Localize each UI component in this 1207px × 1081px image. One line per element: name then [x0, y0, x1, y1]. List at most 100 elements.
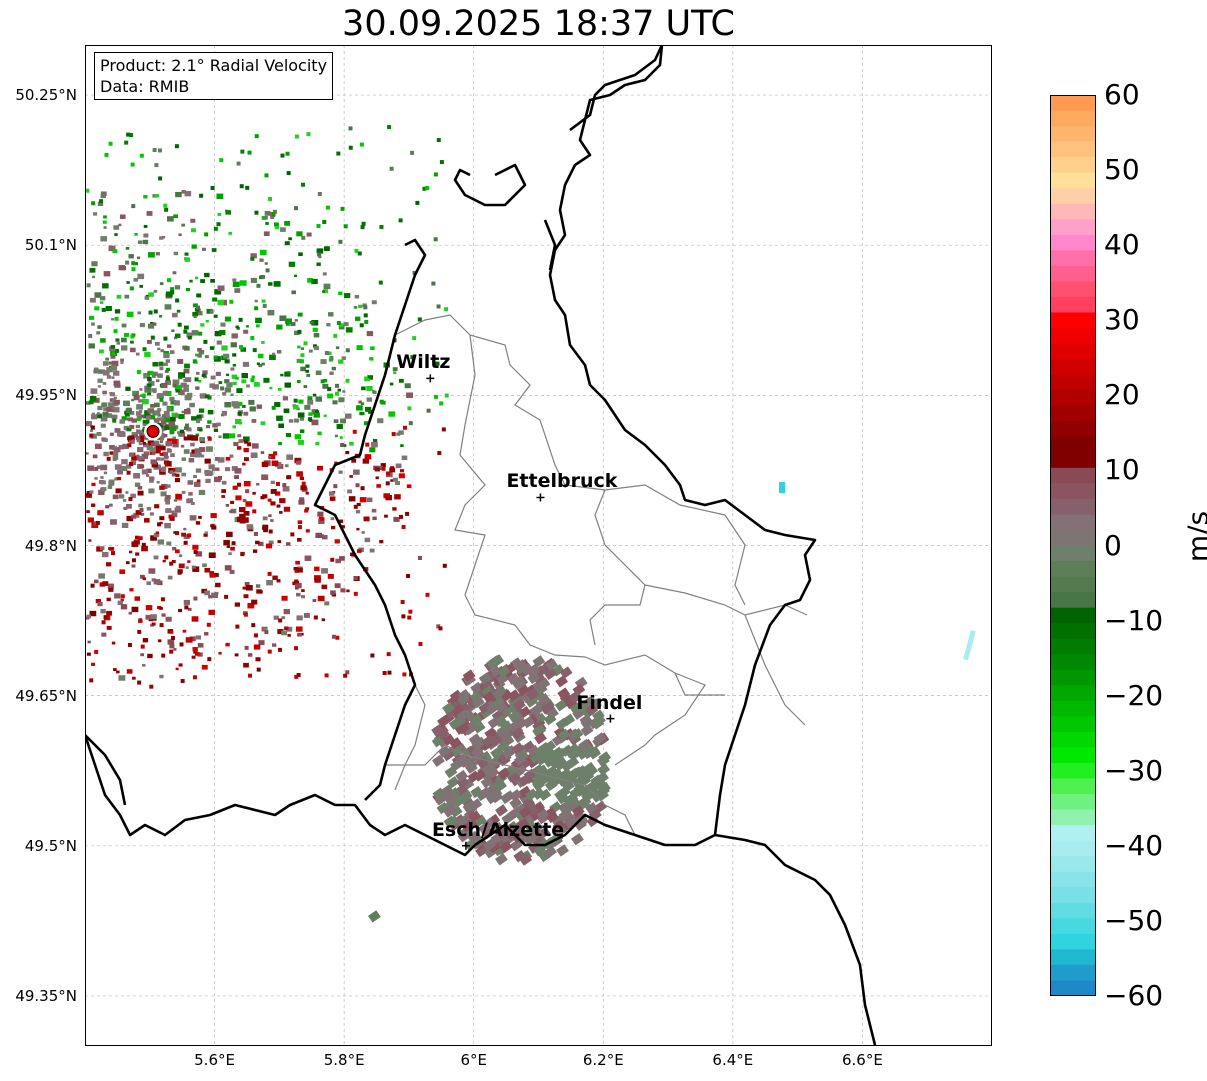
radar-site-dot: [146, 424, 160, 438]
echo-pixel: [125, 464, 132, 469]
echo-pixel: [343, 673, 348, 678]
echo-pixel: [169, 430, 174, 435]
echo-pixel: [94, 306, 100, 311]
colorbar-tick-label: −10: [1104, 603, 1164, 637]
echo-pixel: [208, 609, 215, 615]
echo-pixel: [118, 675, 126, 681]
echo-pixel: [390, 479, 394, 482]
echo-pixel: [181, 457, 187, 461]
echo-pixel: [225, 467, 231, 472]
echo-pixel: [279, 498, 286, 504]
echo-pixel: [408, 609, 413, 614]
echo-pixel: [167, 216, 174, 222]
echo-pixel: [333, 419, 339, 424]
echo-pixel: [242, 405, 246, 408]
echo-pixel: [349, 441, 354, 446]
echo-pixel: [442, 733, 456, 746]
echo-pixel: [120, 358, 124, 362]
echo-pixel: [142, 347, 147, 352]
echo-pixel: [425, 592, 430, 597]
echo-pixel: [191, 435, 199, 441]
echo-pixel: [125, 561, 130, 565]
echo-pixel: [148, 310, 153, 315]
echo-pixel: [596, 771, 609, 784]
echo-pixel: [378, 280, 383, 285]
echo-pixel: [264, 262, 268, 265]
echo-pixel: [486, 757, 500, 770]
echo-pixel: [339, 323, 344, 328]
echo-pixel: [245, 585, 253, 591]
echo-pixel: [188, 457, 195, 463]
echo-pixel: [161, 613, 166, 617]
echo-pixel: [439, 160, 444, 165]
echo-pixel: [591, 790, 605, 803]
echo-pixel: [111, 376, 115, 379]
echo-pixel: [330, 517, 335, 521]
echo-pixel: [294, 579, 299, 584]
echo-pixel: [279, 511, 283, 514]
echo-pixel: [297, 412, 305, 418]
echo-pixel: [250, 335, 255, 340]
echo-pixel: [258, 541, 264, 547]
echo-pixel: [196, 479, 201, 483]
echo-pixel: [139, 388, 143, 391]
echo-pixel: [215, 371, 221, 376]
echo-pixel: [237, 411, 242, 416]
city-label: Esch/Alzette: [431, 818, 565, 841]
echo-pixel: [160, 349, 165, 353]
echo-pixel: [149, 447, 157, 453]
echo-pixel: [204, 232, 209, 237]
echo-pixel: [108, 479, 115, 485]
colorbar-segment: [1050, 747, 1096, 764]
echo-pixel: [112, 249, 118, 254]
echo-pixel: [362, 303, 367, 307]
echo-pixel: [495, 826, 509, 840]
echo-pixel: [114, 464, 122, 470]
echo-pixel: [299, 359, 304, 364]
echo-pixel: [143, 435, 149, 440]
echo-pixel: [255, 657, 261, 662]
echo-pixel: [88, 400, 94, 405]
echo-pixel: [180, 444, 185, 448]
echo-pixel: [187, 480, 194, 485]
echo-pixel: [121, 459, 128, 465]
echo-pixel: [157, 539, 165, 545]
echo-pixel: [131, 261, 136, 266]
echo-pixel: [217, 475, 222, 480]
echo-pixel: [294, 274, 298, 278]
echo-pixel: [153, 441, 158, 446]
echo-pixel: [97, 601, 103, 607]
echo-pixel: [89, 267, 96, 273]
echo-pixel: [230, 367, 235, 371]
echo-pixel: [124, 412, 130, 417]
echo-pixel: [167, 639, 175, 645]
echo-pixel: [175, 493, 182, 500]
echo-pixel: [196, 305, 201, 310]
echo-pixel: [174, 285, 181, 290]
echo-pixel: [175, 505, 181, 510]
echo-pixel: [127, 443, 132, 448]
echo-pixel: [554, 747, 567, 761]
echo-pixel: [297, 537, 302, 542]
echo-pixel: [463, 723, 477, 736]
echo-pixel: [169, 630, 174, 634]
colorbar-segment: [1050, 343, 1096, 360]
echo-pixel: [160, 597, 165, 602]
echo-pixel: [506, 770, 519, 783]
echo-pixel: [174, 549, 180, 554]
echo-pixel: [179, 642, 184, 647]
echo-pixel: [190, 452, 196, 458]
echo-pixel: [120, 465, 128, 472]
echo-pixel: [142, 399, 149, 405]
city-label: Wiltz: [396, 351, 451, 374]
echo-pixel: [203, 339, 208, 344]
echo-pixel: [317, 252, 322, 257]
echo-pixel: [139, 153, 144, 158]
echo-pixel: [133, 395, 140, 401]
echo-pixel: [124, 140, 129, 145]
echo-pixel: [141, 469, 149, 475]
echo-pixel: [91, 412, 95, 416]
echo-pixel: [473, 814, 487, 827]
city-marker: [536, 493, 545, 502]
echo-pixel: [214, 289, 222, 295]
